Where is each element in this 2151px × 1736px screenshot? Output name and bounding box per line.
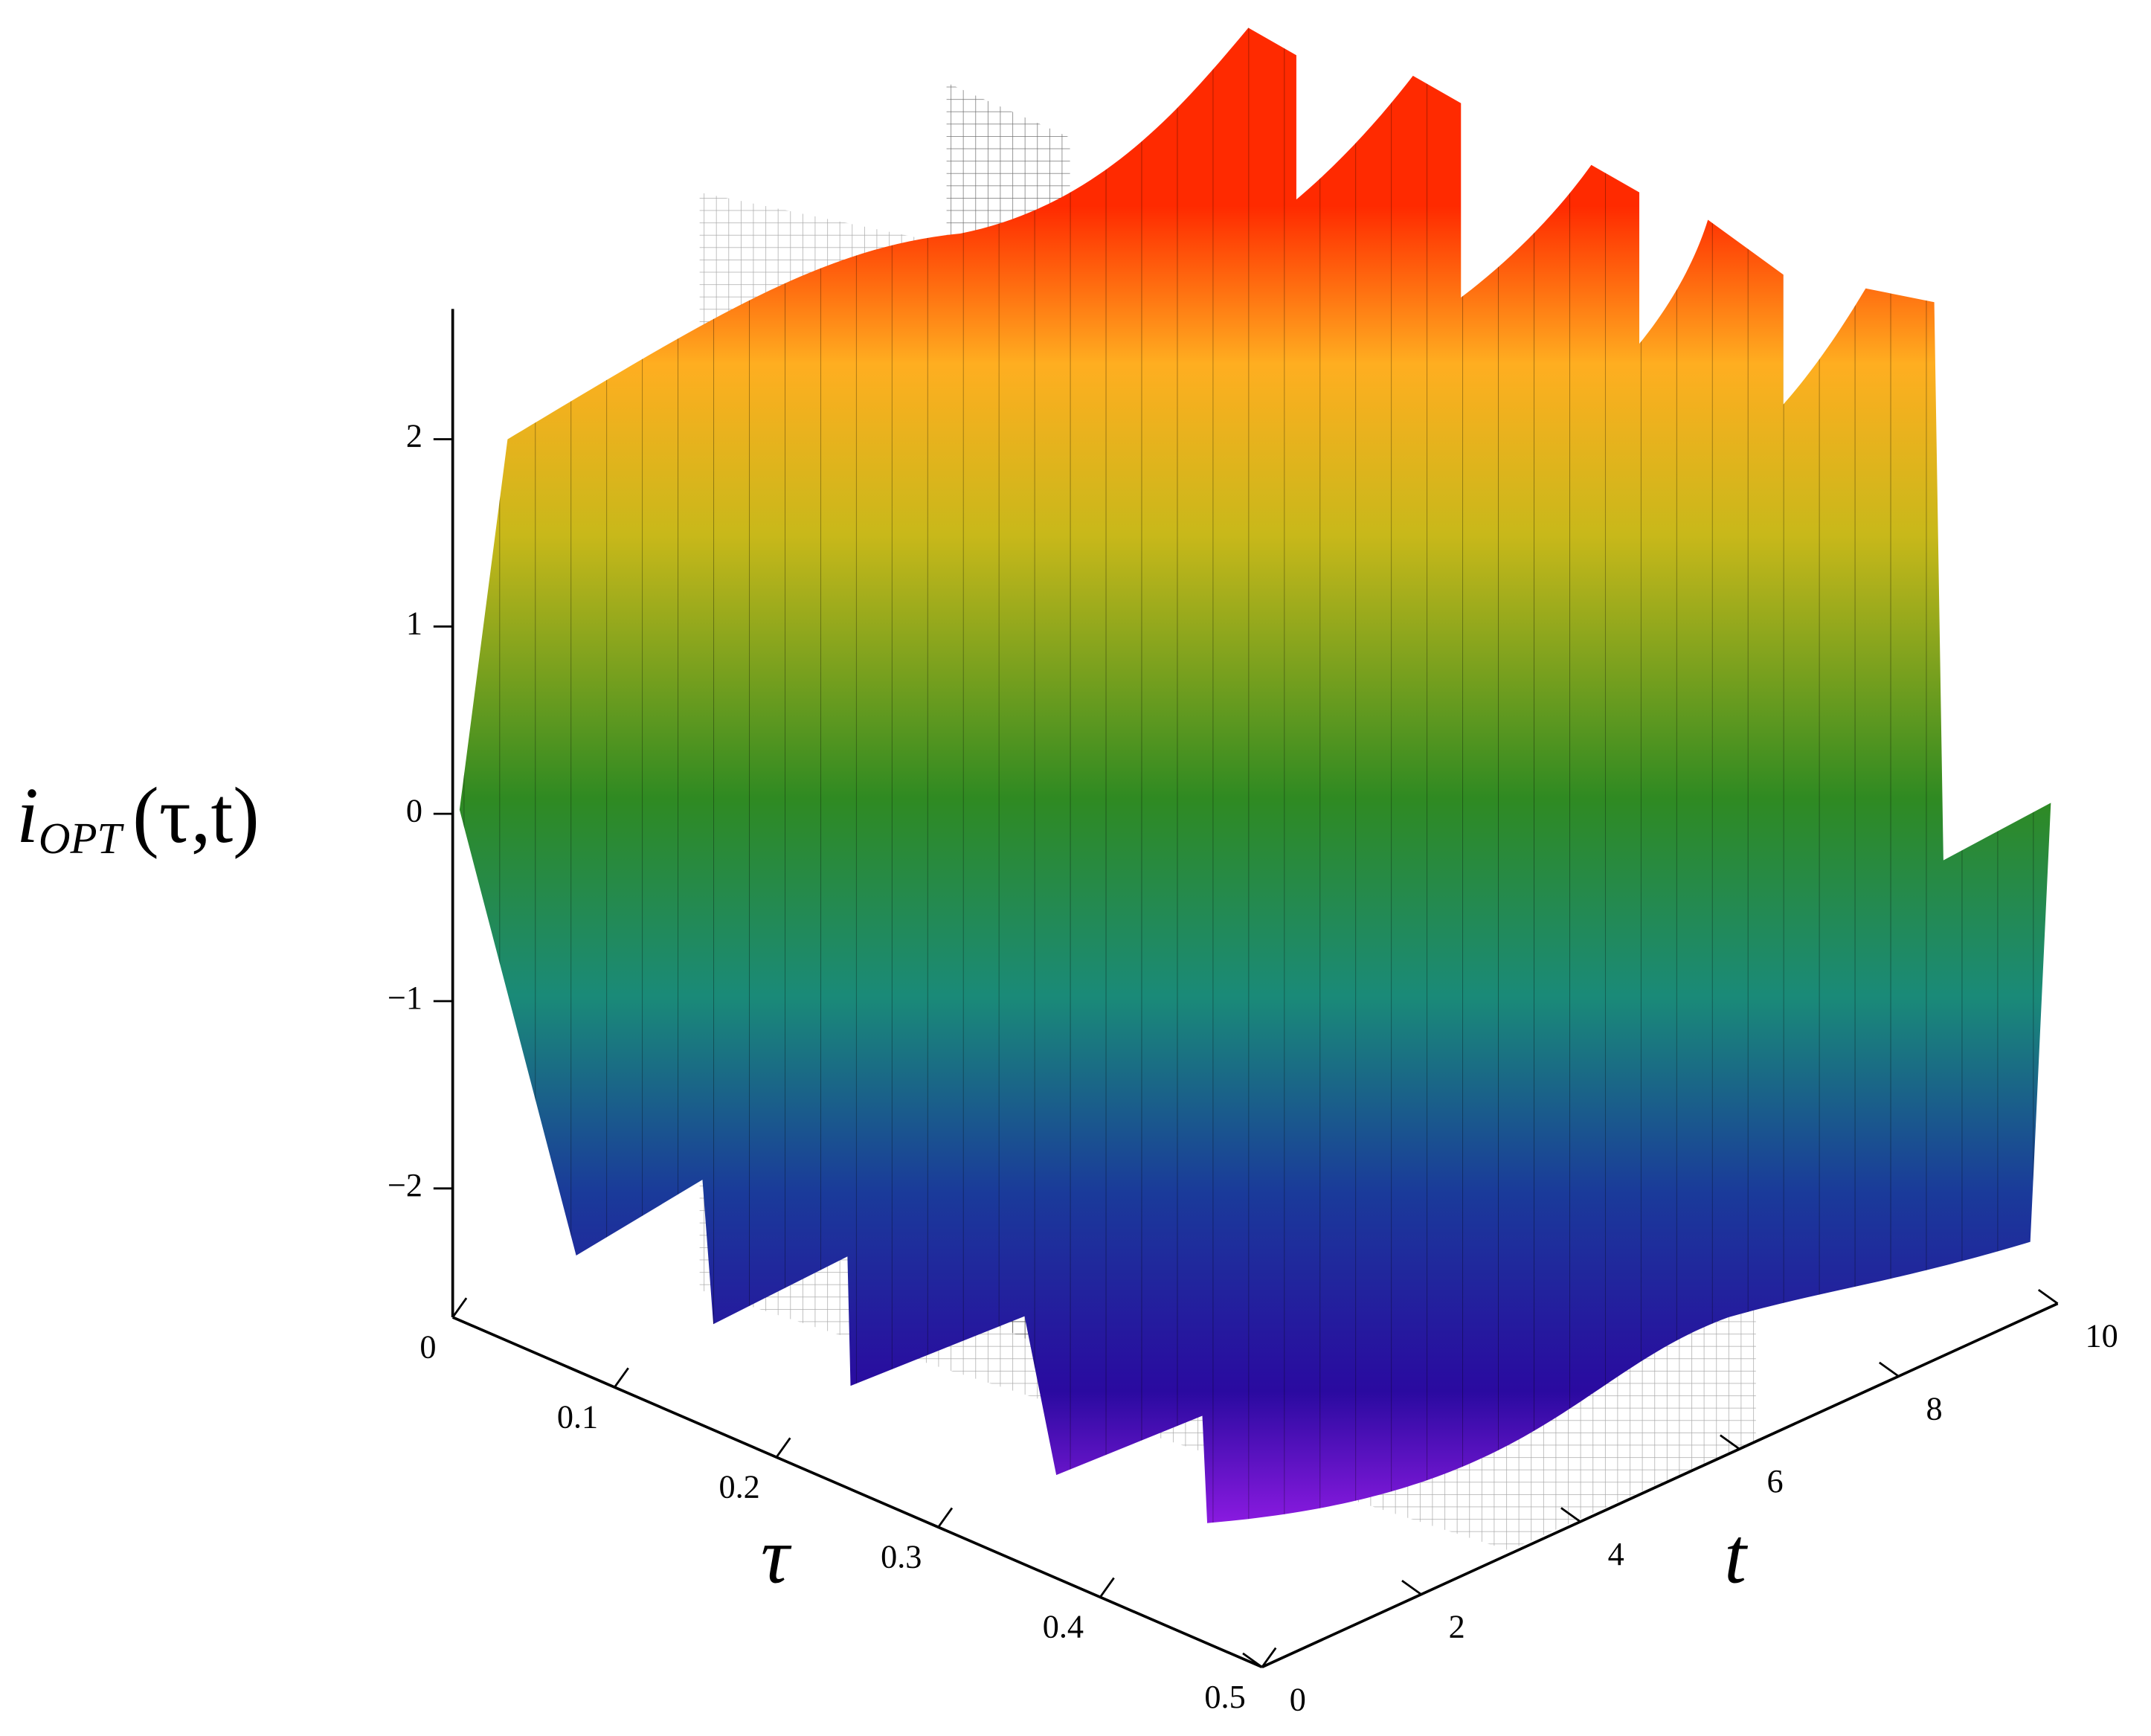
- z-title-main: i: [16, 772, 39, 860]
- t-tick-label: 4: [1608, 1536, 1624, 1572]
- tau-tick-label: 0.3: [881, 1539, 922, 1575]
- tau-tick-label: 0.5: [1204, 1679, 1245, 1715]
- z-axis-title: iOPT (τ,t): [16, 772, 260, 863]
- z-tick-label: −1: [388, 980, 422, 1016]
- tau-axis: [451, 1316, 1263, 1669]
- tau-tick-label: 0.4: [1043, 1609, 1084, 1645]
- z-tick-label: −2: [388, 1167, 422, 1203]
- t-tick-label: 6: [1767, 1463, 1784, 1499]
- surface-mesh: [1207, 803, 2051, 1523]
- t-tick: [1401, 1580, 1422, 1595]
- t-tick-label: 0: [1290, 1681, 1306, 1717]
- tau-tick: [775, 1437, 791, 1458]
- surface: [459, 28, 2051, 1551]
- t-tick: [2037, 1289, 2059, 1305]
- t-tick-label: 8: [1926, 1390, 1943, 1427]
- z-title-args: (τ,t): [132, 772, 260, 860]
- tau-axis-title: τ: [761, 1513, 792, 1601]
- z-title-sub: OPT: [39, 813, 125, 862]
- z-tick-label: 0: [406, 792, 422, 829]
- tau-tick: [937, 1507, 954, 1528]
- z-tick-label: 1: [406, 605, 422, 641]
- tau-tick-label: 0: [419, 1328, 436, 1365]
- tau-tick: [1099, 1577, 1115, 1598]
- t-axis-title: t: [1724, 1513, 1748, 1601]
- z-tick-label: 2: [406, 418, 422, 454]
- t-axis: [1261, 1302, 2059, 1669]
- tau-tick: [1261, 1647, 1277, 1668]
- t-tick: [1879, 1361, 1900, 1377]
- tau-tick-label: 0.2: [718, 1469, 759, 1505]
- t-tick-label: 10: [2085, 1318, 2118, 1354]
- t-tick: [1242, 1652, 1263, 1668]
- t-tick: [1720, 1434, 1740, 1450]
- tau-tick: [451, 1297, 468, 1318]
- tau-tick-label: 0.1: [557, 1399, 598, 1436]
- t-tick-label: 2: [1449, 1609, 1465, 1645]
- t-tick: [1560, 1507, 1581, 1523]
- tau-tick: [614, 1367, 629, 1388]
